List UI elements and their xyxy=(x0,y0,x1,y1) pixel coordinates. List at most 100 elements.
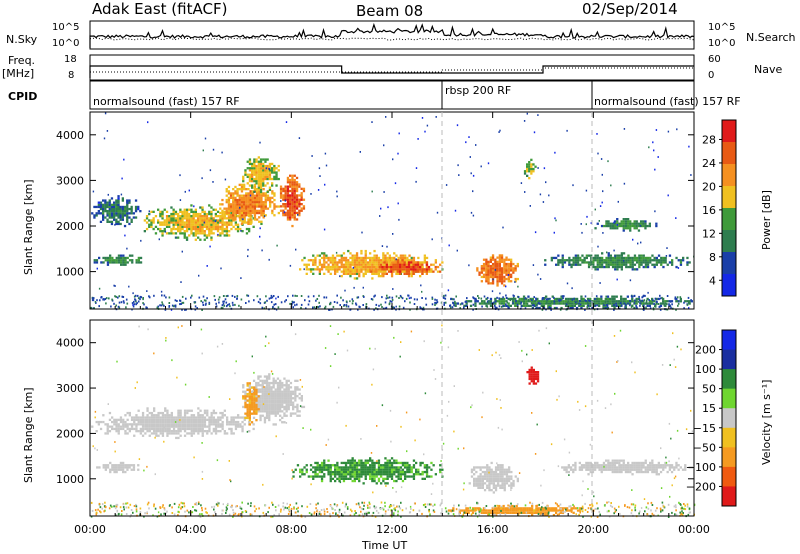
data-cell xyxy=(276,386,280,389)
data-cell xyxy=(240,190,244,193)
data-cell xyxy=(565,466,568,469)
data-cell xyxy=(309,468,313,471)
data-cell xyxy=(364,470,367,474)
data-cell xyxy=(255,175,258,178)
data-cell xyxy=(102,199,105,202)
noise-cell xyxy=(392,288,394,290)
data-cell xyxy=(649,261,652,264)
data-cell xyxy=(331,464,335,467)
data-cell xyxy=(655,256,658,260)
data-cell xyxy=(259,388,262,391)
data-cell xyxy=(629,259,632,262)
data-cell xyxy=(575,306,579,310)
data-cell xyxy=(139,427,142,431)
data-cell xyxy=(253,205,257,208)
data-cell xyxy=(250,401,254,404)
data-cell xyxy=(375,461,378,465)
data-cell xyxy=(499,466,502,469)
noise-cell xyxy=(142,302,144,305)
noise-cell xyxy=(531,307,534,310)
data-cell xyxy=(531,297,534,301)
noise-cell xyxy=(568,302,571,305)
data-cell xyxy=(414,270,417,273)
data-cell xyxy=(244,395,247,398)
data-cell xyxy=(349,275,352,278)
noise-cell xyxy=(464,300,467,303)
data-cell xyxy=(485,267,488,270)
data-cell xyxy=(614,265,617,269)
data-cell xyxy=(245,207,248,210)
data-cell xyxy=(503,280,506,283)
noise-cell xyxy=(514,297,517,300)
data-cell xyxy=(279,384,282,387)
data-cell xyxy=(528,167,531,171)
data-cell xyxy=(168,217,171,220)
data-cell xyxy=(362,265,365,269)
noise-cell xyxy=(648,146,650,149)
noise-cell xyxy=(663,304,666,307)
data-cell xyxy=(205,215,209,218)
data-cell xyxy=(274,408,277,411)
data-cell xyxy=(481,477,484,480)
data-cell xyxy=(263,388,267,391)
data-cell xyxy=(327,473,330,476)
data-cell xyxy=(163,223,166,226)
noise-cell xyxy=(688,301,690,304)
data-cell xyxy=(614,259,617,262)
data-cell xyxy=(564,300,568,303)
data-cell xyxy=(399,470,402,474)
data-cell xyxy=(385,272,388,275)
noise-cell xyxy=(383,191,385,193)
noise-cell xyxy=(181,250,183,253)
data-cell xyxy=(139,420,142,424)
data-cell xyxy=(237,416,240,419)
noise-cell xyxy=(359,151,361,153)
data-cell xyxy=(360,466,363,469)
data-cell xyxy=(375,259,378,262)
data-cell xyxy=(617,302,621,305)
data-cell xyxy=(491,275,495,279)
data-cell xyxy=(490,482,493,485)
data-cell xyxy=(499,486,502,489)
data-cell xyxy=(279,397,282,400)
data-cell xyxy=(609,302,612,305)
data-cell xyxy=(675,256,678,260)
data-cell xyxy=(234,207,237,210)
data-cell xyxy=(423,466,426,469)
data-cell xyxy=(329,466,332,469)
data-cell xyxy=(396,259,400,262)
data-cell xyxy=(605,224,608,228)
data-cell xyxy=(188,208,191,211)
data-cell xyxy=(530,165,533,168)
data-cell xyxy=(230,418,233,421)
data-cell xyxy=(312,254,315,257)
data-cell xyxy=(596,268,599,271)
data-cell xyxy=(276,392,280,396)
data-cell xyxy=(208,427,211,431)
data-cell xyxy=(217,423,220,426)
data-cell xyxy=(595,300,599,303)
noise-cell xyxy=(365,305,367,308)
noise-cell xyxy=(91,297,94,300)
data-cell xyxy=(255,419,258,422)
data-cell xyxy=(518,300,521,303)
data-cell xyxy=(568,261,571,264)
data-cell xyxy=(611,224,615,228)
data-cell xyxy=(210,215,213,218)
data-cell xyxy=(258,196,261,199)
data-cell xyxy=(388,268,391,271)
data-cell xyxy=(501,486,504,489)
data-cell xyxy=(508,477,511,480)
data-cell xyxy=(141,414,145,417)
data-cell xyxy=(489,282,492,285)
data-cell xyxy=(91,425,94,428)
data-cell xyxy=(618,222,621,225)
data-cell xyxy=(240,201,244,204)
noise-cell xyxy=(175,236,177,239)
data-cell xyxy=(569,306,572,310)
data-cell xyxy=(172,212,175,216)
noise-cell xyxy=(631,304,634,307)
noise-cell xyxy=(181,301,184,304)
data-cell xyxy=(172,430,176,433)
noise-cell xyxy=(126,302,129,305)
